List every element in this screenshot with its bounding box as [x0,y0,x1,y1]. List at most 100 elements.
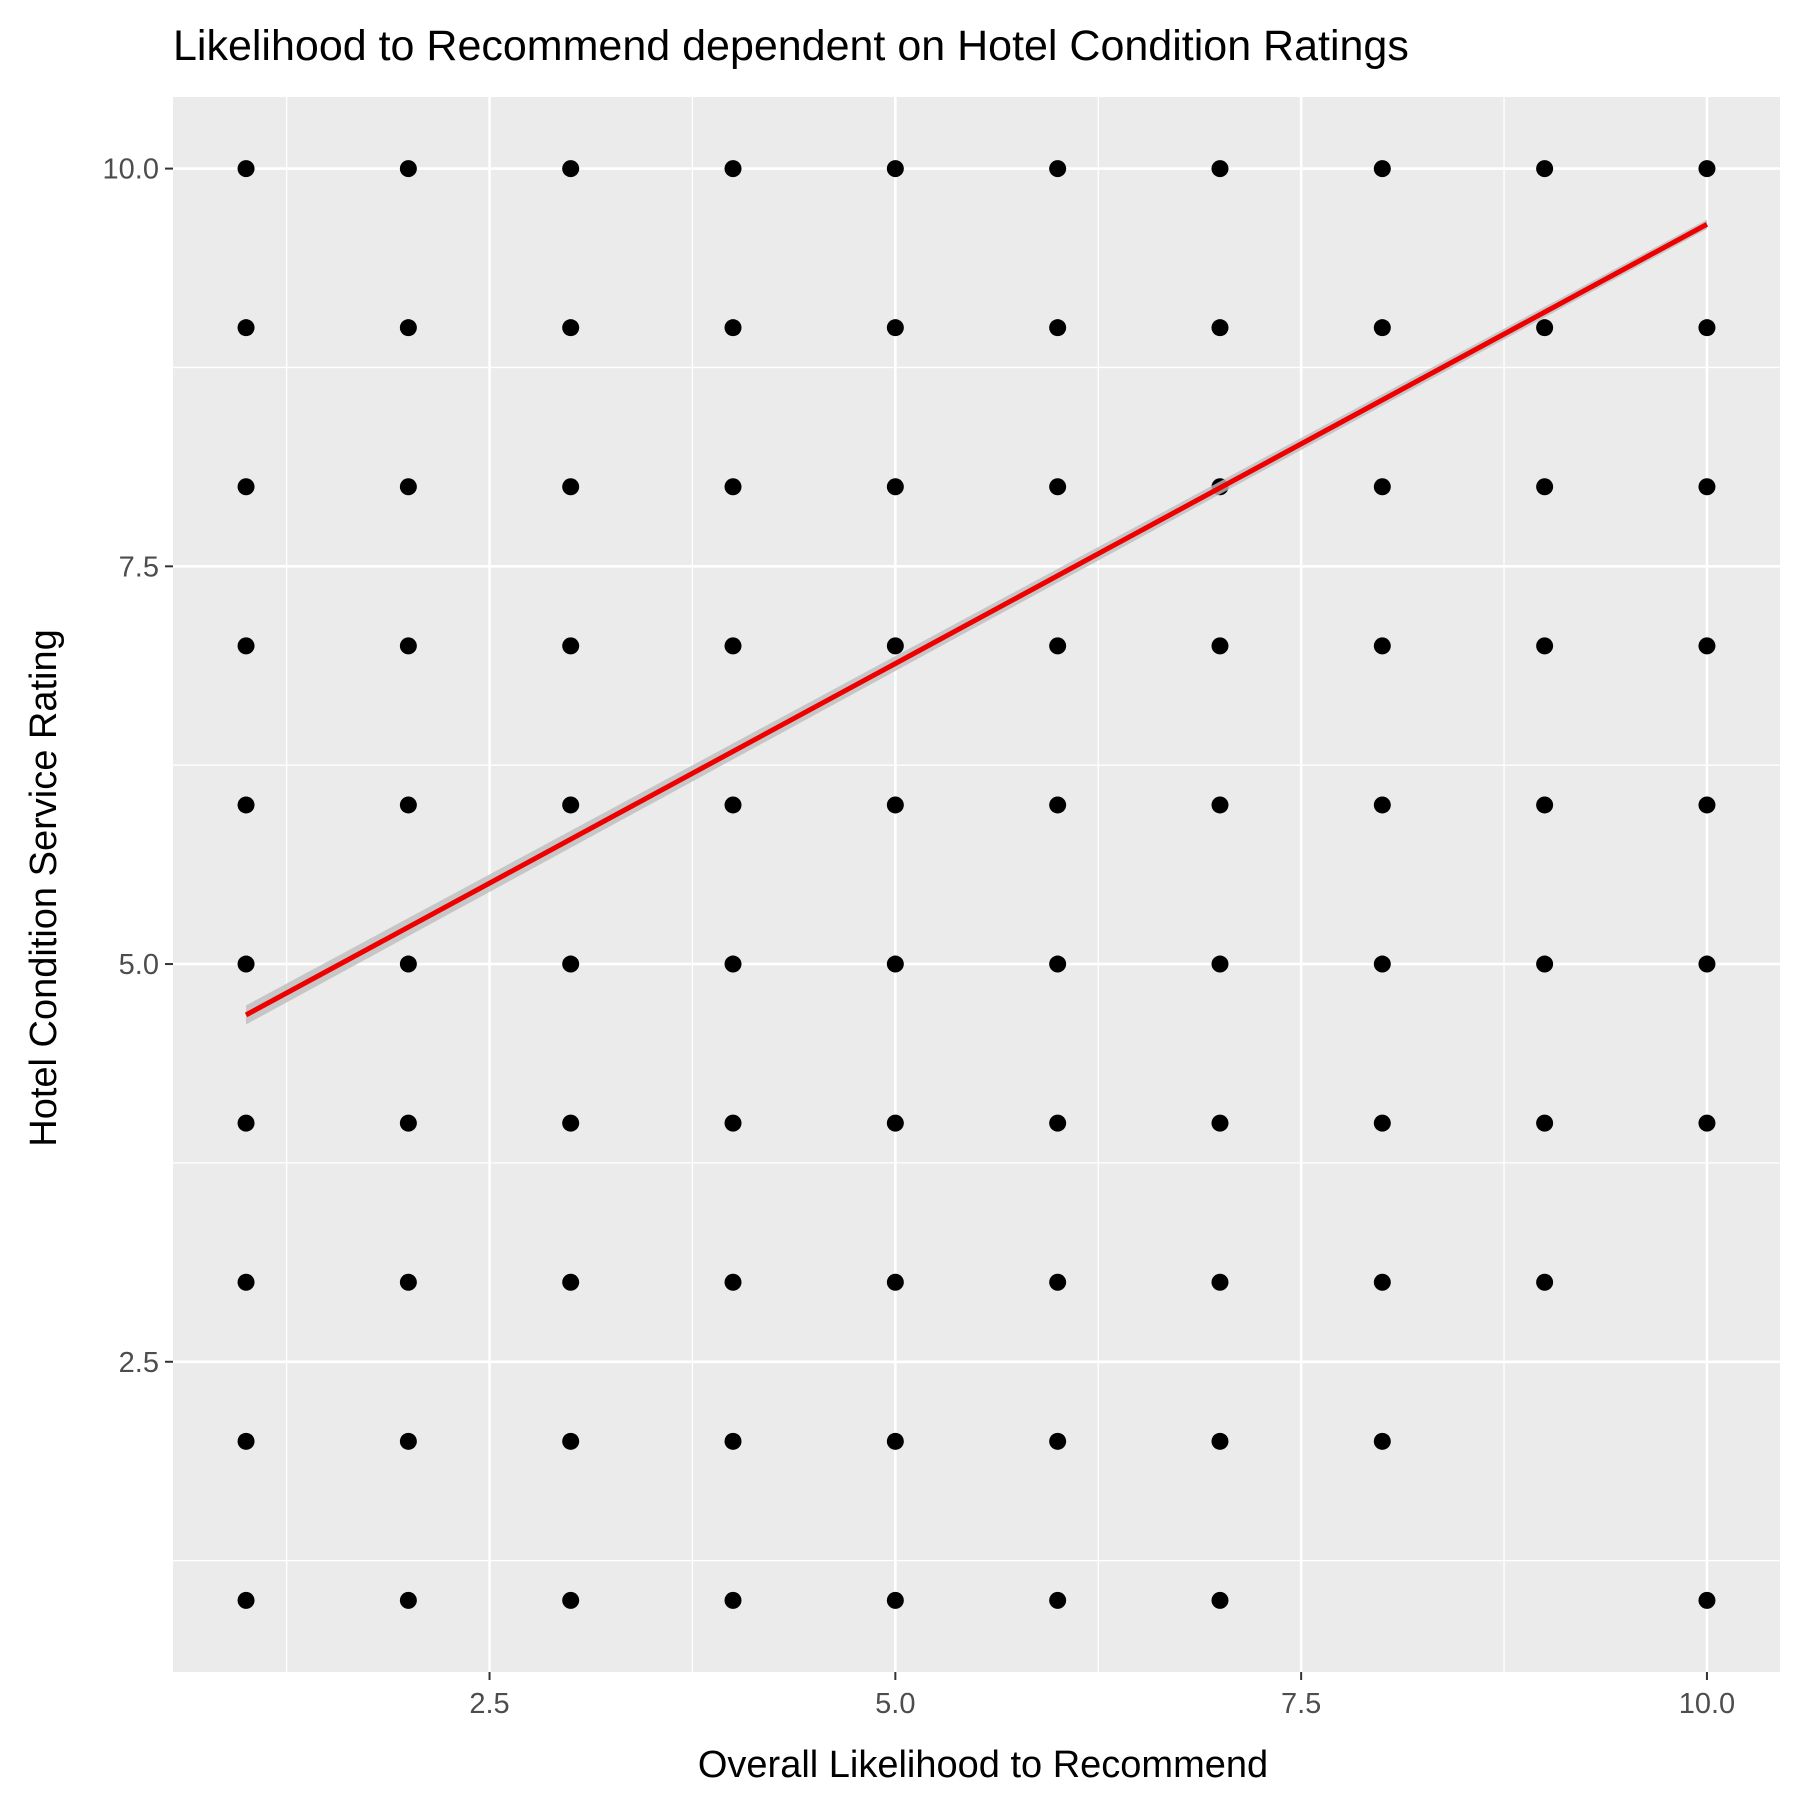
data-point [399,1591,417,1609]
data-point [1536,1114,1554,1132]
data-point [1698,1114,1716,1132]
data-point [1049,1591,1067,1609]
data-point [1373,637,1391,655]
data-point [1211,796,1229,814]
x-tick-label: 7.5 [1281,1688,1321,1720]
data-point [1536,319,1554,337]
data-point [237,160,255,178]
data-point [886,478,904,496]
data-point [724,1114,742,1132]
x-axis-ticks: 2.5 5.0 7.5 10.0 [469,1672,1735,1720]
data-point [1049,478,1067,496]
data-point [562,955,580,973]
data-point [1211,1432,1229,1450]
data-point [1536,1273,1554,1291]
data-point [562,796,580,814]
grid-minor [173,97,1780,1672]
data-point [886,637,904,655]
data-point [399,637,417,655]
data-point [1049,796,1067,814]
data-point [237,955,255,973]
data-point [886,1432,904,1450]
data-point [1211,160,1229,178]
data-point [724,1432,742,1450]
data-point [1536,478,1554,496]
data-point [724,319,742,337]
data-point [1211,319,1229,337]
data-point [562,319,580,337]
data-point [399,1114,417,1132]
data-point [562,637,580,655]
data-point [724,796,742,814]
data-point [1698,637,1716,655]
data-point [237,1432,255,1450]
plot-panel [173,97,1780,1672]
data-point [237,1114,255,1132]
data-points [237,160,1716,1609]
data-point [1373,955,1391,973]
data-point [724,955,742,973]
data-point [399,319,417,337]
data-point [724,1591,742,1609]
data-point [1049,1114,1067,1132]
x-axis-title: Overall Likelihood to Recommend [698,1744,1268,1786]
data-point [1211,637,1229,655]
data-point [1536,796,1554,814]
data-point [886,1591,904,1609]
data-point [1698,160,1716,178]
data-point [886,955,904,973]
data-point [1536,160,1554,178]
data-point [886,796,904,814]
data-point [399,478,417,496]
chart-title: Likelihood to Recommend dependent on Hot… [173,22,1409,70]
data-point [1211,1591,1229,1609]
data-point [237,637,255,655]
data-point [1698,1591,1716,1609]
data-point [1049,160,1067,178]
data-point [886,160,904,178]
data-point [1211,1114,1229,1132]
data-point [399,160,417,178]
data-point [724,478,742,496]
data-point [1536,955,1554,973]
trend-line [244,222,1709,1018]
data-point [399,1273,417,1291]
data-point [1698,796,1716,814]
y-tick-label: 5.0 [119,949,159,981]
data-point [562,1432,580,1450]
data-point [1049,955,1067,973]
data-point [1373,160,1391,178]
y-axis-ticks: 2.5 5.0 7.5 10.0 [103,154,173,1379]
data-point [1373,1432,1391,1450]
data-point [886,1273,904,1291]
data-point [1049,1432,1067,1450]
data-point [562,1114,580,1132]
data-point [1049,1273,1067,1291]
data-point [1049,637,1067,655]
y-tick-label: 10.0 [103,154,159,186]
trend-line-group [244,219,1709,1025]
data-point [724,637,742,655]
y-tick-label: 2.5 [119,1347,159,1379]
data-point [237,1591,255,1609]
data-point [399,1432,417,1450]
data-point [562,1591,580,1609]
data-point [886,319,904,337]
data-point [724,160,742,178]
data-point [724,1273,742,1291]
data-point [237,796,255,814]
y-axis-title: Hotel Condition Service Rating [23,629,65,1147]
data-point [1698,319,1716,337]
data-point [237,478,255,496]
y-tick-label: 7.5 [119,551,159,583]
data-point [237,319,255,337]
data-point [237,1273,255,1291]
x-tick-label: 2.5 [469,1688,509,1720]
x-tick-label: 10.0 [1679,1688,1735,1720]
data-point [562,1273,580,1291]
x-tick-label: 5.0 [875,1688,915,1720]
data-point [1373,478,1391,496]
data-point [886,1114,904,1132]
data-point [1373,319,1391,337]
